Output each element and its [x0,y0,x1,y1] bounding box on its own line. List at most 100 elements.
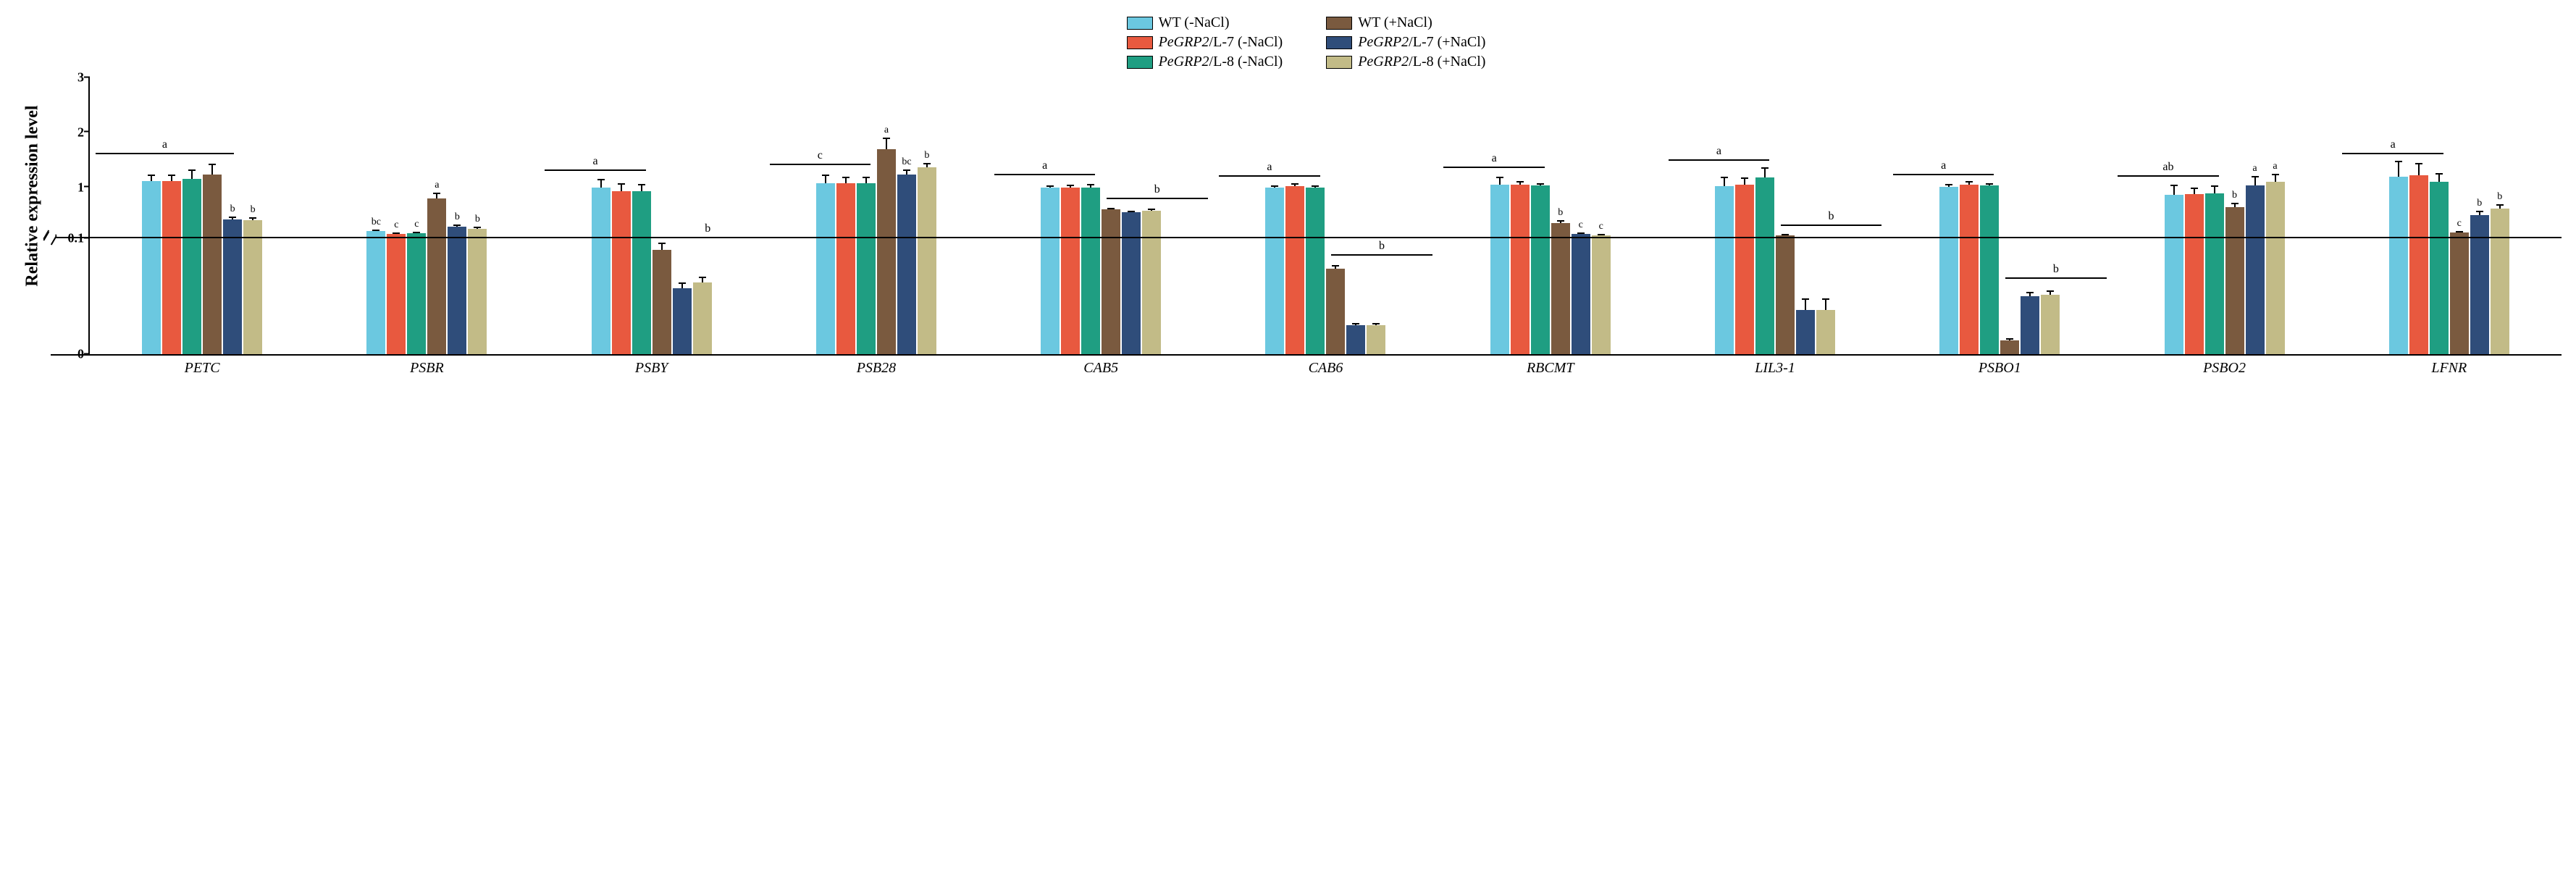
bar-wrap [1735,238,1754,354]
bar [468,238,487,354]
bar [366,238,385,354]
error-bar [1989,183,1990,185]
error-bar [2275,174,2276,182]
error-bar [906,169,907,175]
bar-wrap [1306,77,1325,237]
bar [2205,193,2224,237]
bar [1960,185,1979,237]
bar-wrap [1735,77,1754,237]
bar [877,238,896,354]
legend-swatch [1326,17,1352,30]
bar-wrap [1122,77,1141,237]
error-bar [1294,183,1296,186]
significance-letter: bc [372,217,381,228]
bar-wrap [142,238,161,354]
bar-wrap [2409,77,2428,237]
bar-wrap: b [448,77,466,237]
significance-letter: b [1379,240,1385,253]
bar [816,238,835,354]
bar [2409,238,2428,354]
bar [1265,238,1284,354]
error-bar [436,193,437,198]
bar [1102,238,1120,354]
bar-wrap [1041,77,1060,237]
legend-item: PeGRP2/L-8 (-NaCl) [1127,54,1283,70]
bar-wrap [836,77,855,237]
legend-item: PeGRP2/L-7 (-NaCl) [1127,34,1283,51]
legend-swatch [1326,56,1352,69]
error-bar [1274,185,1275,188]
bar-wrap: b [243,77,262,237]
bar-wrap [223,238,242,354]
significance-letter: c [2457,218,2462,230]
significance-letter: ab [2162,161,2173,174]
legend-label: PeGRP2/L-7 (+NaCl) [1358,34,1485,51]
bar [1285,186,1304,237]
bar-wrap [142,77,161,237]
y-tick: 1 [52,180,84,195]
bar [2185,238,2204,354]
bar [2491,209,2509,237]
plot-area-lower: bbb [90,238,2562,354]
bar [1816,310,1835,354]
bar-wrap [1980,77,1999,237]
significance-letter: a [1267,161,1272,174]
x-axis-label: PSB28 [764,356,989,377]
y-axis-label-container: Relative expression level [14,14,51,377]
bar [816,183,835,237]
bar [612,191,631,237]
significance-letter: b [475,214,480,225]
error-bar [1580,232,1582,234]
bar-wrap [1980,238,1999,354]
bar [1755,177,1774,237]
bar [1511,238,1530,354]
bar-wrap [1306,238,1325,354]
significance-line [1893,174,1994,175]
error-bar [886,138,887,148]
significance-line [1781,225,1882,226]
significance-letter: a [1941,159,1946,172]
bar-wrap [366,238,385,354]
bar-wrap [1490,238,1509,354]
bar-wrap [1041,238,1060,354]
bar-wrap [1796,77,1815,237]
error-bar [1805,298,1806,310]
error-bar [171,175,172,181]
bar-wrap [612,238,631,354]
bar-wrap [2185,238,2204,354]
bar-wrap [182,238,201,354]
x-axis-label: PETC [90,356,314,377]
bar-wrap [2246,238,2265,354]
bar [1531,238,1550,354]
bar [918,238,936,354]
error-bar [1764,167,1766,177]
bar-wrap [1346,77,1365,237]
error-bar [1335,265,1336,269]
significance-letter: b [1829,210,1834,223]
legend: WT (-NaCl)PeGRP2/L-7 (-NaCl)PeGRP2/L-8 (… [51,14,2562,70]
bar-wrap [2430,238,2449,354]
bar-wrap [1939,77,1958,237]
bar [448,227,466,237]
bar-wrap [1551,238,1570,354]
error-bar [2234,203,2236,207]
gene-group [2112,238,2336,354]
chart-column: WT (-NaCl)PeGRP2/L-7 (-NaCl)PeGRP2/L-8 (… [51,14,2562,377]
significance-line [657,237,758,238]
bar-wrap [162,238,181,354]
y-axis-label: Relative expression level [23,105,43,286]
bar-wrap: b [2470,77,2489,237]
bar [632,238,651,354]
bar [448,238,466,354]
significance-line [994,174,1096,175]
bar-wrap [1715,238,1734,354]
bar-wrap [2409,238,2428,354]
bar [1551,238,1570,354]
bar-wrap [1326,238,1345,354]
bar-wrap [673,238,692,354]
bar [1939,238,1958,354]
bar [1755,238,1774,354]
bar-wrap [1592,238,1611,354]
bar-wrap [1346,238,1365,354]
bar-wrap [653,77,671,237]
